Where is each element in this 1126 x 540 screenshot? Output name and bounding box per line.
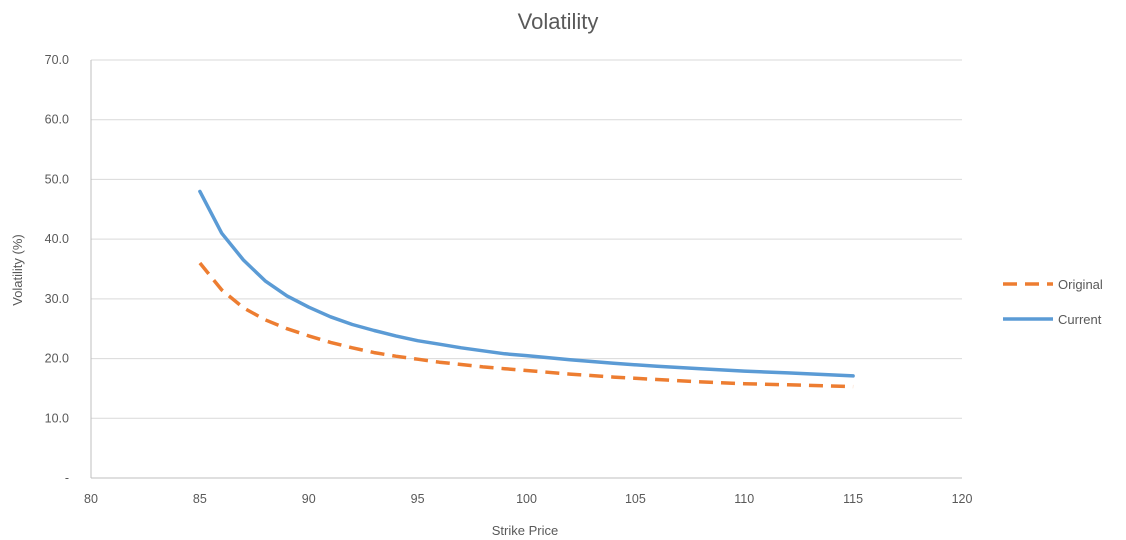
x-tick-label-1: 85: [193, 492, 207, 506]
legend-label-current: Current: [1058, 312, 1102, 327]
y-tick-label-7: 70.0: [45, 53, 69, 67]
series-line-original: [198, 261, 854, 389]
x-tick-label-5: 105: [625, 492, 646, 506]
x-tick-label-7: 115: [843, 492, 863, 506]
x-tick-label-0: 80: [84, 492, 98, 506]
series-line-current: [198, 189, 855, 378]
x-tick-label-6: 110: [734, 492, 754, 506]
x-tick-label-3: 95: [411, 492, 425, 506]
x-tick-label-8: 120: [952, 492, 973, 506]
y-tick-label-1: 10.0: [45, 411, 69, 425]
y-tick-label-4: 40.0: [45, 232, 69, 246]
y-tick-label-0: -: [65, 471, 69, 485]
chart-title: Volatility: [518, 9, 599, 34]
legend-label-original: Original: [1058, 277, 1103, 292]
gridlines: [91, 59, 962, 419]
y-tick-label-6: 60.0: [45, 113, 69, 127]
y-tick-label-5: 50.0: [45, 172, 69, 186]
x-tick-label-4: 100: [516, 492, 537, 506]
series-layer: [198, 189, 855, 389]
axes: [90, 60, 962, 479]
y-tick-label-2: 20.0: [45, 352, 69, 366]
y-axis-title: Volatility (%): [10, 234, 25, 306]
x-tick-label-2: 90: [302, 492, 316, 506]
x-axis-title: Strike Price: [492, 523, 558, 538]
y-tick-label-3: 30.0: [45, 292, 69, 306]
legend: Original Current: [1003, 277, 1103, 327]
tick-labels: - 10.0 20.0 30.0 40.0 50.0 60.0 70.0 80 85 90 95 100…: [45, 53, 973, 506]
